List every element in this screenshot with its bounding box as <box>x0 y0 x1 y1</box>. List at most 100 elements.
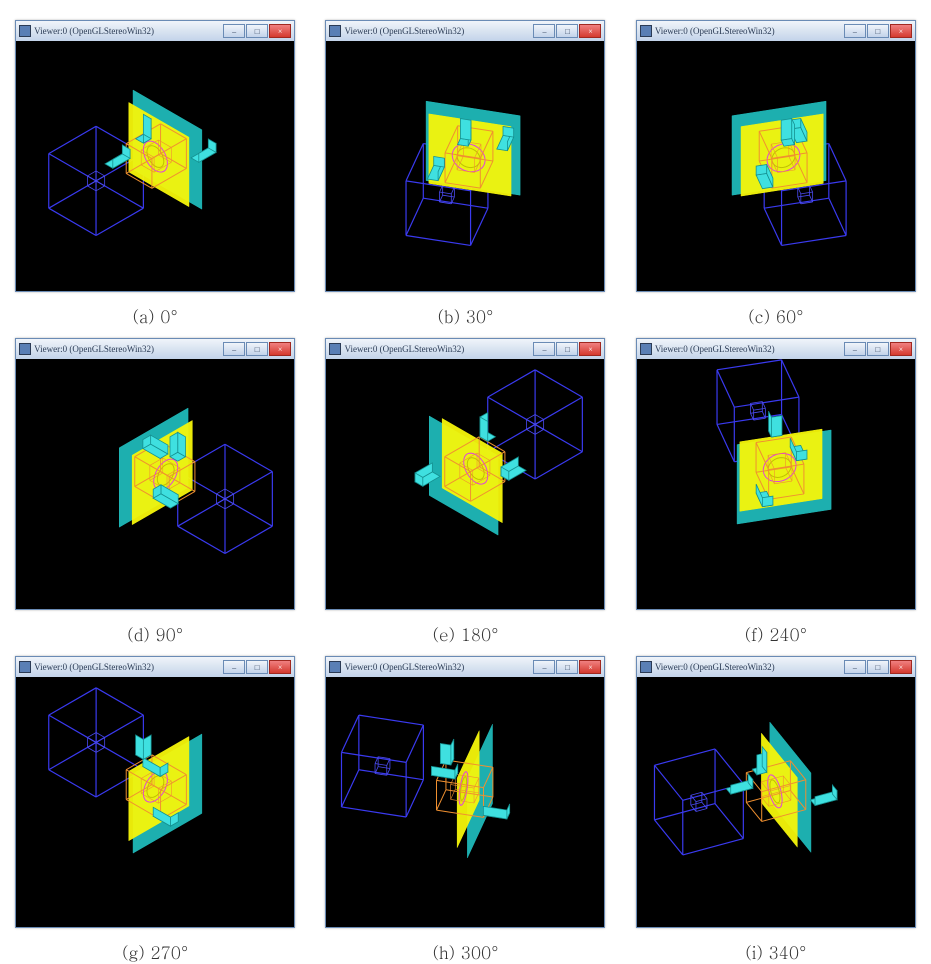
subfigure-caption: (i) 340° <box>745 940 806 964</box>
maximize-button[interactable]: □ <box>867 342 889 356</box>
viewer-window: Viewer:0 (OpenGLStereoWin32) – □ × <box>636 338 916 610</box>
app-icon <box>640 661 652 673</box>
maximize-button[interactable]: □ <box>867 660 889 674</box>
maximize-button[interactable]: □ <box>246 660 268 674</box>
close-button[interactable]: × <box>269 24 291 38</box>
viewport-3d[interactable] <box>326 359 604 609</box>
app-icon <box>640 343 652 355</box>
close-button[interactable]: × <box>269 342 291 356</box>
window-controls: – □ × <box>844 24 912 38</box>
viewport-3d[interactable] <box>637 41 915 291</box>
app-icon <box>640 25 652 37</box>
viewer-window: Viewer:0 (OpenGLStereoWin32) – □ × <box>325 20 605 292</box>
window-controls: – □ × <box>533 660 601 674</box>
window-controls: – □ × <box>844 342 912 356</box>
titlebar[interactable]: Viewer:0 (OpenGLStereoWin32) – □ × <box>16 339 294 359</box>
window-controls: – □ × <box>223 24 291 38</box>
minimize-button[interactable]: – <box>223 660 245 674</box>
subfigure-caption: (f) 240° <box>745 622 808 646</box>
viewer-window: Viewer:0 (OpenGLStereoWin32) – □ × <box>325 656 605 928</box>
maximize-button[interactable]: □ <box>556 342 578 356</box>
window-title: Viewer:0 (OpenGLStereoWin32) <box>655 26 775 36</box>
close-button[interactable]: × <box>579 342 601 356</box>
app-icon <box>19 25 31 37</box>
close-button[interactable]: × <box>890 342 912 356</box>
viewer-window: Viewer:0 (OpenGLStereoWin32) – □ × <box>15 20 295 292</box>
minimize-button[interactable]: – <box>844 660 866 674</box>
window-title: Viewer:0 (OpenGLStereoWin32) <box>344 662 464 672</box>
minimize-button[interactable]: – <box>533 24 555 38</box>
titlebar[interactable]: Viewer:0 (OpenGLStereoWin32) – □ × <box>16 657 294 677</box>
minimize-button[interactable]: – <box>533 660 555 674</box>
close-button[interactable]: × <box>579 660 601 674</box>
maximize-button[interactable]: □ <box>556 660 578 674</box>
window-title: Viewer:0 (OpenGLStereoWin32) <box>655 662 775 672</box>
maximize-button[interactable]: □ <box>867 24 889 38</box>
window-title: Viewer:0 (OpenGLStereoWin32) <box>34 26 154 36</box>
window-title: Viewer:0 (OpenGLStereoWin32) <box>655 344 775 354</box>
titlebar[interactable]: Viewer:0 (OpenGLStereoWin32) – □ × <box>326 339 604 359</box>
app-icon <box>19 661 31 673</box>
figure-cell-g: Viewer:0 (OpenGLStereoWin32) – □ × (g) 2… <box>10 656 300 964</box>
maximize-button[interactable]: □ <box>246 24 268 38</box>
minimize-button[interactable]: – <box>223 24 245 38</box>
figure-cell-b: Viewer:0 (OpenGLStereoWin32) – □ × (b) 3… <box>320 20 610 328</box>
figure-cell-f: Viewer:0 (OpenGLStereoWin32) – □ × (f) 2… <box>631 338 921 646</box>
app-icon <box>329 661 341 673</box>
close-button[interactable]: × <box>890 24 912 38</box>
titlebar[interactable]: Viewer:0 (OpenGLStereoWin32) – □ × <box>326 657 604 677</box>
titlebar[interactable]: Viewer:0 (OpenGLStereoWin32) – □ × <box>16 21 294 41</box>
titlebar[interactable]: Viewer:0 (OpenGLStereoWin32) – □ × <box>637 339 915 359</box>
window-controls: – □ × <box>533 342 601 356</box>
figure-cell-i: Viewer:0 (OpenGLStereoWin32) – □ × (i) 3… <box>631 656 921 964</box>
subfigure-caption: (e) 180° <box>432 622 498 646</box>
viewport-3d[interactable] <box>637 677 915 927</box>
maximize-button[interactable]: □ <box>246 342 268 356</box>
subfigure-caption: (h) 300° <box>432 940 498 964</box>
titlebar[interactable]: Viewer:0 (OpenGLStereoWin32) – □ × <box>637 21 915 41</box>
subfigure-caption: (d) 90° <box>127 622 183 646</box>
close-button[interactable]: × <box>269 660 291 674</box>
app-icon <box>329 343 341 355</box>
maximize-button[interactable]: □ <box>556 24 578 38</box>
close-button[interactable]: × <box>579 24 601 38</box>
viewport-3d[interactable] <box>16 677 294 927</box>
figure-cell-c: Viewer:0 (OpenGLStereoWin32) – □ × (c) 6… <box>631 20 921 328</box>
window-controls: – □ × <box>533 24 601 38</box>
viewer-window: Viewer:0 (OpenGLStereoWin32) – □ × <box>15 338 295 610</box>
figure-cell-e: Viewer:0 (OpenGLStereoWin32) – □ × (e) 1… <box>320 338 610 646</box>
minimize-button[interactable]: – <box>223 342 245 356</box>
subfigure-caption: (g) 270° <box>122 940 188 964</box>
window-title: Viewer:0 (OpenGLStereoWin32) <box>344 26 464 36</box>
minimize-button[interactable]: – <box>844 24 866 38</box>
viewer-window: Viewer:0 (OpenGLStereoWin32) – □ × <box>325 338 605 610</box>
figure-grid: Viewer:0 (OpenGLStereoWin32) – □ × (a) 0… <box>10 20 921 964</box>
minimize-button[interactable]: – <box>844 342 866 356</box>
viewer-window: Viewer:0 (OpenGLStereoWin32) – □ × <box>636 20 916 292</box>
window-title: Viewer:0 (OpenGLStereoWin32) <box>344 344 464 354</box>
titlebar[interactable]: Viewer:0 (OpenGLStereoWin32) – □ × <box>326 21 604 41</box>
minimize-button[interactable]: – <box>533 342 555 356</box>
window-controls: – □ × <box>223 660 291 674</box>
figure-cell-a: Viewer:0 (OpenGLStereoWin32) – □ × (a) 0… <box>10 20 300 328</box>
subfigure-caption: (a) 0° <box>133 304 178 328</box>
close-button[interactable]: × <box>890 660 912 674</box>
subfigure-caption: (c) 60° <box>748 304 803 328</box>
figure-cell-d: Viewer:0 (OpenGLStereoWin32) – □ × (d) 9… <box>10 338 300 646</box>
viewer-window: Viewer:0 (OpenGLStereoWin32) – □ × <box>636 656 916 928</box>
window-controls: – □ × <box>844 660 912 674</box>
window-title: Viewer:0 (OpenGLStereoWin32) <box>34 344 154 354</box>
viewport-3d[interactable] <box>16 359 294 609</box>
viewport-3d[interactable] <box>326 677 604 927</box>
viewer-window: Viewer:0 (OpenGLStereoWin32) – □ × <box>15 656 295 928</box>
figure-cell-h: Viewer:0 (OpenGLStereoWin32) – □ × (h) 3… <box>320 656 610 964</box>
window-title: Viewer:0 (OpenGLStereoWin32) <box>34 662 154 672</box>
viewport-3d[interactable] <box>637 359 915 609</box>
app-icon <box>19 343 31 355</box>
app-icon <box>329 25 341 37</box>
viewport-3d[interactable] <box>16 41 294 291</box>
viewport-3d[interactable] <box>326 41 604 291</box>
titlebar[interactable]: Viewer:0 (OpenGLStereoWin32) – □ × <box>637 657 915 677</box>
window-controls: – □ × <box>223 342 291 356</box>
subfigure-caption: (b) 30° <box>438 304 494 328</box>
